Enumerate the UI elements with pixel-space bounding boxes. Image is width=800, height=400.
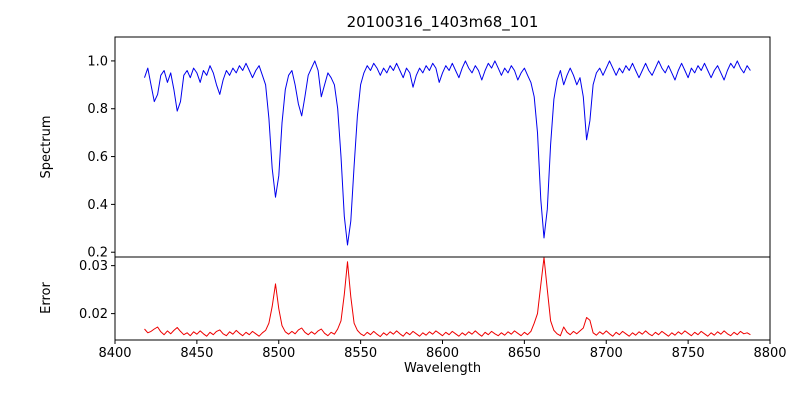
y-axis-label-error: Error — [39, 282, 54, 314]
y-tick-label-spectrum: 0.8 — [87, 102, 108, 117]
y-axis-label-spectrum: Spectrum — [39, 115, 54, 179]
x-tick-label: 8800 — [753, 346, 786, 361]
panel-border-spectrum — [114, 36, 771, 258]
x-tick-label: 8600 — [426, 346, 459, 361]
y-tick-label-error: 0.02 — [79, 307, 108, 322]
x-axis-label: Wavelength — [403, 361, 482, 376]
x-tick-label: 8650 — [508, 346, 541, 361]
y-tick-label-spectrum: 0.2 — [87, 246, 108, 261]
y-tick-label-spectrum: 0.6 — [87, 150, 108, 165]
panel-border-error — [114, 256, 771, 341]
error-line — [144, 257, 751, 338]
y-tick-label-error: 0.03 — [79, 259, 108, 274]
y-tick-label-spectrum: 1.0 — [87, 54, 108, 69]
x-tick-label: 8700 — [590, 346, 623, 361]
chart-title: 20100316_1403m68_101 — [346, 13, 539, 31]
spectrum-line — [144, 60, 751, 246]
x-tick-label: 8750 — [672, 346, 705, 361]
x-tick-label: 8450 — [180, 346, 213, 361]
x-tick-label: 8550 — [344, 346, 377, 361]
x-tick-label: 8500 — [262, 346, 295, 361]
x-tick-label: 8400 — [98, 346, 131, 361]
y-tick-label-spectrum: 0.4 — [87, 198, 108, 213]
